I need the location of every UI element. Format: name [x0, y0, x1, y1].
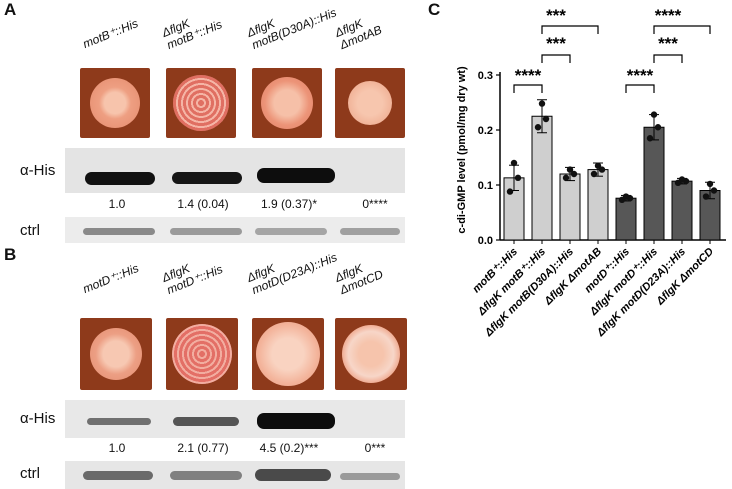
quant-b1: 1.0 [108, 441, 126, 455]
data-point [566, 166, 574, 173]
sig-bracket [541, 25, 599, 34]
swarm-plate-b1 [80, 318, 152, 390]
swarm-plate-a1 [80, 68, 150, 138]
band-b3 [257, 413, 335, 429]
data-point [538, 100, 546, 107]
quant-b2: 2.1 (0.77) [177, 441, 229, 455]
sig-2: *** [546, 34, 566, 53]
sig-1: **** [515, 66, 542, 85]
data-point [710, 187, 718, 194]
strain-label-a2: ΔflgK motB⁺::His [159, 16, 225, 52]
swarm-plate-b4 [335, 318, 407, 390]
strain-label-b1: motD⁺::His [80, 260, 141, 296]
data-point [590, 170, 598, 178]
swarm-plate-b3 [252, 318, 324, 390]
data-point [514, 174, 522, 182]
data-point [542, 115, 550, 123]
data-point [534, 124, 542, 131]
quant-a3: 1.9 (0.37)* [260, 197, 318, 211]
data-point [706, 180, 714, 188]
sig-6: **** [655, 6, 682, 25]
quant-a2: 1.4 (0.04) [177, 197, 229, 211]
swarm-plate-b2 [166, 318, 238, 390]
quant-a4: 0**** [362, 197, 388, 211]
sig-bracket [513, 84, 543, 93]
y-axis-label: c-di-GMP level (pmol/mg dry wt) [456, 66, 468, 234]
quant-a1: 1.0 [108, 197, 126, 211]
bar-4 [587, 169, 609, 241]
data-point [646, 135, 654, 142]
strain-label-a4: ΔflgK ΔmotAB [332, 16, 384, 52]
band-a3 [257, 168, 335, 183]
data-point [702, 193, 710, 200]
data-point [598, 166, 606, 173]
data-point [570, 170, 578, 178]
bar-6 [643, 126, 665, 241]
sig-3: *** [546, 6, 566, 25]
y-tick-label: 0.3 [478, 70, 493, 82]
panel-b-letter: B [4, 245, 17, 264]
data-point [506, 188, 514, 195]
swarm-plate-a2 [166, 68, 236, 138]
bar-2 [531, 115, 553, 241]
sig-4: **** [627, 66, 654, 85]
bar-3 [559, 173, 581, 241]
band-b1 [87, 418, 151, 425]
band-a1 [85, 172, 155, 185]
bar-7 [671, 180, 693, 241]
sig-bracket [653, 54, 683, 63]
data-point [622, 193, 630, 200]
data-point [650, 111, 658, 118]
control-blot-a [65, 217, 405, 243]
data-point [594, 162, 602, 169]
data-point [654, 124, 662, 131]
swarm-plate-a4 [335, 68, 405, 138]
sig-5: *** [658, 34, 678, 53]
blot-label-a: α-His [20, 162, 56, 179]
sig-bracket [653, 25, 711, 34]
strain-label-b4: ΔflgK ΔmotCD [332, 261, 386, 297]
panel-a-letter: A [4, 0, 17, 19]
strain-label-a1: motB⁺::His [80, 16, 141, 51]
sig-bracket [625, 84, 655, 93]
ctrl-label-a: ctrl [20, 222, 40, 239]
strain-label-b3: ΔflgK motD(D23A)::His [244, 250, 340, 297]
blot-label-b: α-His [20, 410, 56, 427]
western-blot-b [65, 400, 405, 438]
bar-5 [615, 197, 637, 241]
data-point [562, 174, 570, 182]
swarm-plate-a3 [252, 68, 322, 138]
y-tick-label: 0.1 [478, 180, 493, 192]
quant-b4: 0*** [364, 441, 386, 455]
strain-label-a3: ΔflgK motB(D30A)::His [244, 5, 339, 53]
band-a2 [172, 172, 242, 184]
strain-label-b2: ΔflgK motD⁺::His [159, 261, 225, 297]
panel-c-letter: C [428, 0, 441, 19]
cdigmp-bar-chart: c-di-GMP level (pmol/mg dry wt) 0.0 0.1 0.… [456, 6, 726, 340]
band-b2 [173, 417, 239, 426]
control-blot-b [65, 461, 405, 489]
y-tick-label: 0.2 [478, 125, 493, 137]
data-point [510, 159, 518, 167]
ctrl-label-b: ctrl [20, 465, 40, 482]
y-tick-label: 0.0 [478, 235, 493, 247]
sig-bracket [541, 54, 571, 63]
western-blot-a [65, 148, 405, 193]
quant-b3: 4.5 (0.2)*** [259, 441, 319, 455]
data-point [678, 176, 686, 183]
